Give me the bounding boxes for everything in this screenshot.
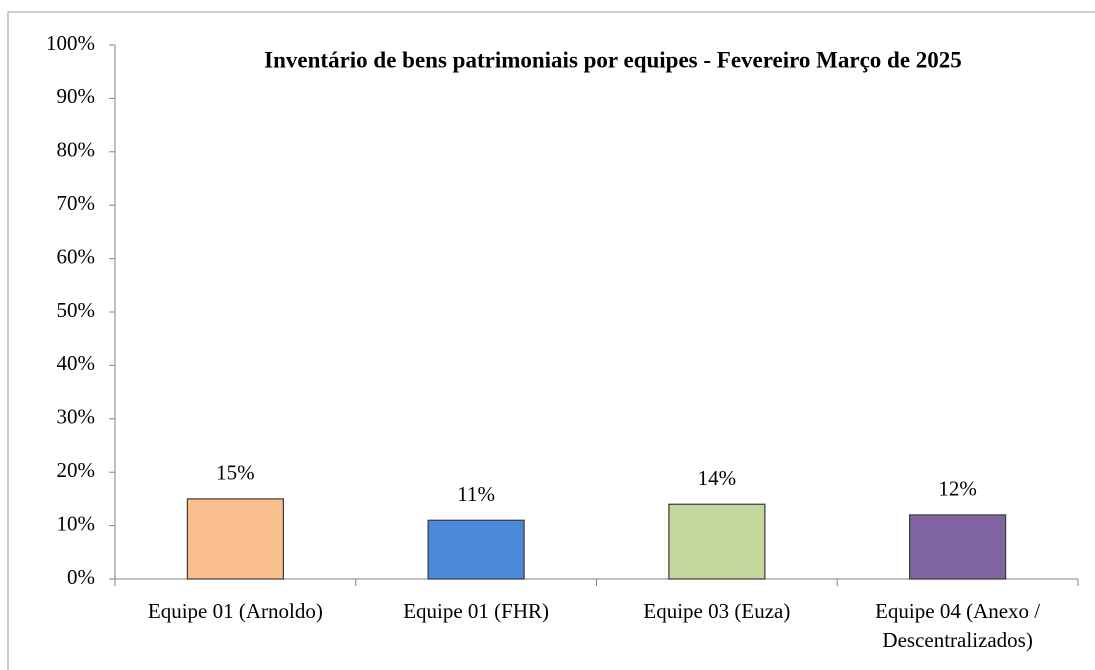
bar <box>186 498 284 580</box>
y-tick-label: 0% <box>67 565 95 589</box>
value-label: 15% <box>216 461 255 485</box>
bar <box>668 503 766 580</box>
bar <box>427 519 525 580</box>
y-tick-label: 70% <box>57 191 96 215</box>
y-tick-label: 40% <box>57 351 96 375</box>
bar <box>909 514 1007 580</box>
x-tick-label: Equipe 03 (Euza) <box>643 599 791 623</box>
chart-border <box>7 11 1095 670</box>
y-tick-label: 10% <box>57 511 96 535</box>
y-tick-label: 100% <box>46 31 95 55</box>
y-tick-label: 50% <box>57 298 96 322</box>
value-label: 12% <box>938 477 977 501</box>
y-tick-label: 80% <box>57 138 96 162</box>
chart-title: Inventário de bens patrimoniais por equi… <box>264 47 962 72</box>
y-tick-label: 20% <box>57 458 96 482</box>
y-tick-label: 30% <box>57 405 96 429</box>
value-label: 11% <box>457 482 495 506</box>
y-tick-label: 90% <box>57 84 96 108</box>
x-tick-label: Equipe 01 (FHR) <box>403 599 550 623</box>
y-tick-label: 60% <box>57 244 96 268</box>
x-tick-label: Equipe 01 (Arnoldo) <box>147 599 323 623</box>
value-label: 14% <box>698 466 737 490</box>
x-tick-label: Equipe 04 (Anexo / Descentralizados) <box>875 599 1041 652</box>
